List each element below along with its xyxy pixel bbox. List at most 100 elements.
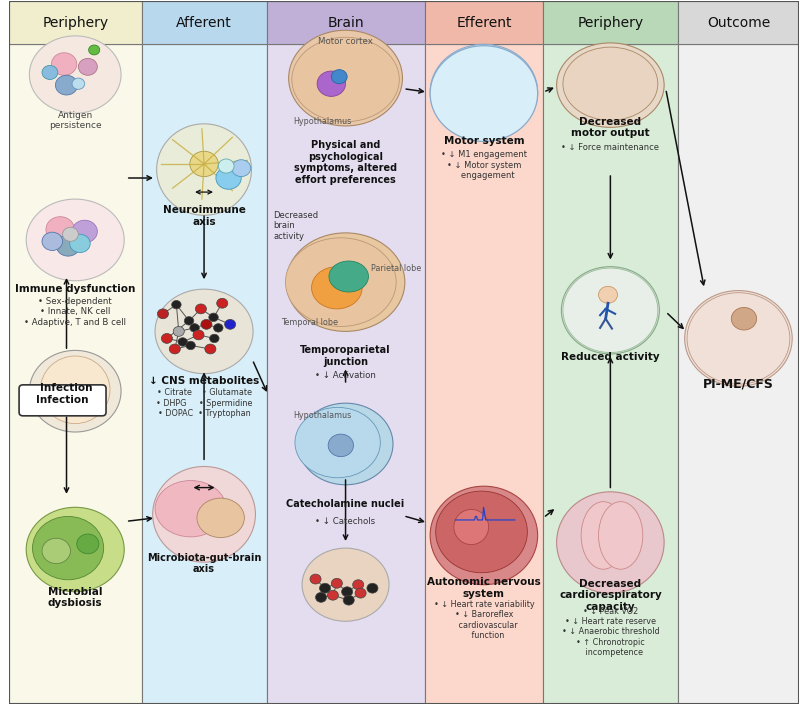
Circle shape xyxy=(46,216,74,242)
Text: Infection: Infection xyxy=(40,383,93,393)
Ellipse shape xyxy=(311,266,362,309)
Circle shape xyxy=(315,592,326,602)
Ellipse shape xyxy=(153,467,255,562)
Text: Microbial
dysbiosis: Microbial dysbiosis xyxy=(48,587,102,608)
Ellipse shape xyxy=(155,481,226,537)
Circle shape xyxy=(310,574,321,584)
Text: Decreased
motor output: Decreased motor output xyxy=(571,116,650,138)
Text: Parietal lobe: Parietal lobe xyxy=(371,264,421,273)
Text: • ↓ Force maintenance: • ↓ Force maintenance xyxy=(562,142,659,152)
Text: • ↓ Heart rate variability
• ↓ Baroreflex
   cardiovascular
   function: • ↓ Heart rate variability • ↓ Barorefle… xyxy=(434,600,534,640)
Text: Efferent: Efferent xyxy=(456,16,512,30)
Text: ↓ CNS metabolites: ↓ CNS metabolites xyxy=(149,376,259,386)
Circle shape xyxy=(353,580,364,589)
Circle shape xyxy=(209,313,218,321)
Text: Motor system: Motor system xyxy=(443,136,524,147)
Ellipse shape xyxy=(292,37,399,122)
Ellipse shape xyxy=(286,238,396,326)
Ellipse shape xyxy=(329,261,369,292)
Text: Microbiota-gut-brain
axis: Microbiota-gut-brain axis xyxy=(147,553,262,575)
Text: Brain: Brain xyxy=(327,16,364,30)
Circle shape xyxy=(174,326,184,336)
Circle shape xyxy=(158,309,169,319)
FancyBboxPatch shape xyxy=(425,1,543,44)
Circle shape xyxy=(331,578,342,588)
FancyBboxPatch shape xyxy=(9,44,142,704)
Circle shape xyxy=(162,333,173,343)
Circle shape xyxy=(343,595,354,605)
Ellipse shape xyxy=(26,508,124,591)
Ellipse shape xyxy=(30,350,121,432)
Ellipse shape xyxy=(430,46,538,142)
Circle shape xyxy=(186,341,195,350)
Text: Infection: Infection xyxy=(36,396,89,405)
Text: Immune dysfunction: Immune dysfunction xyxy=(15,284,135,294)
Circle shape xyxy=(210,334,219,343)
FancyBboxPatch shape xyxy=(425,44,543,704)
FancyBboxPatch shape xyxy=(543,1,678,44)
Text: Reduced activity: Reduced activity xyxy=(561,352,660,362)
Ellipse shape xyxy=(289,30,402,126)
FancyBboxPatch shape xyxy=(678,44,799,704)
FancyBboxPatch shape xyxy=(266,44,425,704)
Circle shape xyxy=(51,53,77,75)
Ellipse shape xyxy=(687,293,790,384)
Circle shape xyxy=(217,298,228,308)
Circle shape xyxy=(468,78,500,106)
Ellipse shape xyxy=(298,403,393,485)
Ellipse shape xyxy=(157,124,251,215)
Circle shape xyxy=(201,319,212,329)
Ellipse shape xyxy=(436,491,527,572)
Circle shape xyxy=(190,324,199,332)
Circle shape xyxy=(56,235,80,256)
Ellipse shape xyxy=(581,502,626,569)
Circle shape xyxy=(355,588,366,598)
Text: Autonomic nervous
system: Autonomic nervous system xyxy=(427,577,541,599)
FancyBboxPatch shape xyxy=(678,1,799,44)
Text: Hypothalamus: Hypothalamus xyxy=(294,117,352,126)
Text: • Citrate    • Glutamate
• DHPG     • Spermidine
• DOPAC  • Tryptophan: • Citrate • Glutamate • DHPG • Spermidin… xyxy=(156,388,252,418)
Circle shape xyxy=(62,227,78,241)
Circle shape xyxy=(731,307,757,330)
Circle shape xyxy=(342,587,353,596)
Ellipse shape xyxy=(563,47,658,121)
Text: Physical and
psychological
symptoms, altered
effort preferences: Physical and psychological symptoms, alt… xyxy=(294,140,397,185)
Circle shape xyxy=(55,75,78,95)
Circle shape xyxy=(218,159,234,173)
Ellipse shape xyxy=(41,356,110,424)
Ellipse shape xyxy=(302,548,389,621)
Ellipse shape xyxy=(598,502,642,569)
Circle shape xyxy=(70,234,90,252)
FancyBboxPatch shape xyxy=(266,1,425,44)
Text: Hypothalamus: Hypothalamus xyxy=(294,411,352,420)
Circle shape xyxy=(178,338,187,346)
Text: Periphery: Periphery xyxy=(42,16,108,30)
Circle shape xyxy=(216,167,242,189)
Circle shape xyxy=(367,583,378,593)
Circle shape xyxy=(78,59,98,75)
Text: Afferent: Afferent xyxy=(176,16,232,30)
Ellipse shape xyxy=(197,498,244,537)
Ellipse shape xyxy=(557,43,664,128)
Ellipse shape xyxy=(563,268,658,352)
FancyBboxPatch shape xyxy=(9,1,142,44)
Circle shape xyxy=(232,160,250,176)
Circle shape xyxy=(42,232,62,250)
Text: Motor cortex: Motor cortex xyxy=(318,37,373,46)
Circle shape xyxy=(42,66,58,80)
Text: • ↓ Catechols: • ↓ Catechols xyxy=(315,517,376,526)
Ellipse shape xyxy=(155,289,253,374)
Ellipse shape xyxy=(454,510,489,544)
Ellipse shape xyxy=(430,44,538,140)
Text: Catecholamine nuclei: Catecholamine nuclei xyxy=(286,498,405,509)
Text: Temporal lobe: Temporal lobe xyxy=(282,318,338,326)
Circle shape xyxy=(317,71,346,97)
Text: • ↓ M1 engagement
• ↓ Motor system
   engagement: • ↓ M1 engagement • ↓ Motor system engag… xyxy=(441,150,527,180)
Ellipse shape xyxy=(295,407,380,478)
Circle shape xyxy=(72,78,85,90)
Text: Periphery: Periphery xyxy=(578,16,643,30)
Text: Temporoparietal
junction: Temporoparietal junction xyxy=(300,345,391,367)
Circle shape xyxy=(195,304,206,314)
Text: Decreased
brain
activity: Decreased brain activity xyxy=(274,211,318,240)
Text: Neuroimmune
axis: Neuroimmune axis xyxy=(162,205,246,227)
